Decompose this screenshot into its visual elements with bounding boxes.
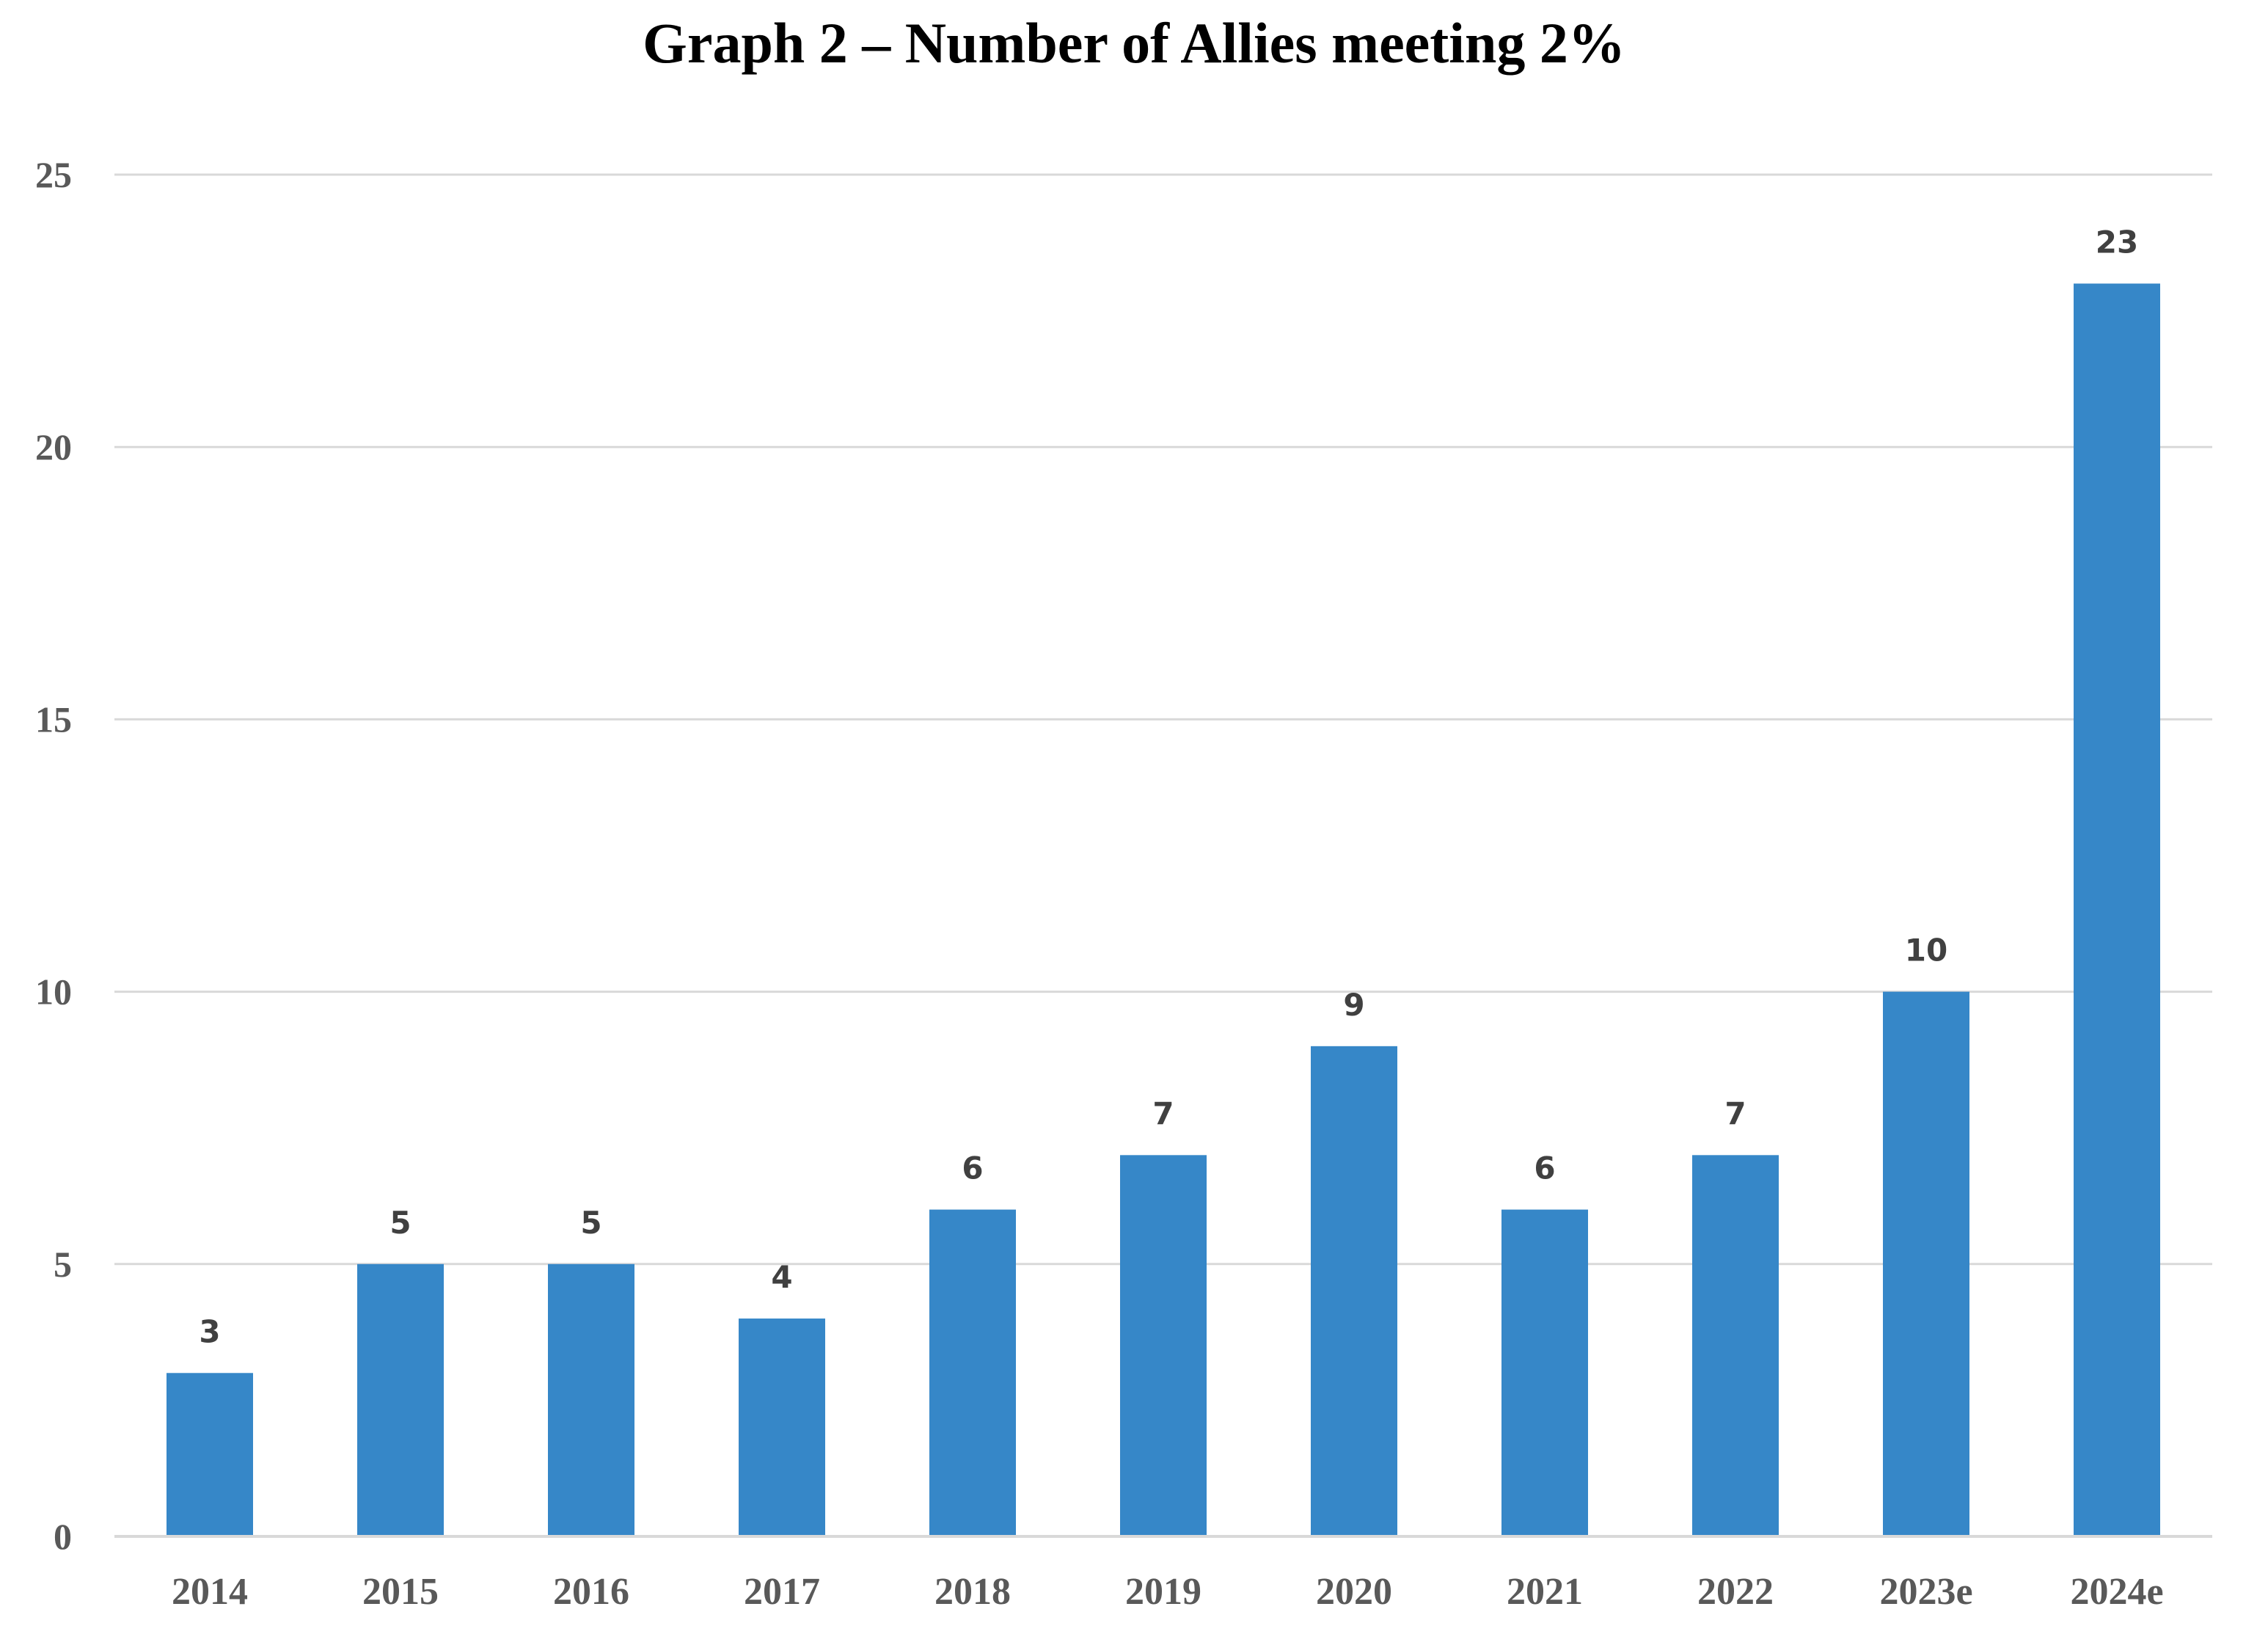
bar-2021 bbox=[1501, 1209, 1588, 1536]
x-tick-label-2016: 2016 bbox=[553, 1571, 629, 1613]
y-tick-label: 10 bbox=[35, 971, 72, 1013]
x-tick-label-2020: 2020 bbox=[1316, 1571, 1392, 1613]
data-label-2020: 9 bbox=[1343, 987, 1364, 1023]
data-label-2014: 3 bbox=[199, 1313, 220, 1349]
x-tick-label-2022: 2022 bbox=[1697, 1571, 1774, 1613]
x-tick-label-2018: 2018 bbox=[934, 1571, 1011, 1613]
data-label-2015: 5 bbox=[389, 1205, 411, 1241]
x-tick-label-2014: 2014 bbox=[172, 1571, 248, 1613]
x-tick-label-2023e: 2023e bbox=[1879, 1571, 1972, 1613]
y-tick-label: 25 bbox=[35, 154, 72, 195]
data-labels: 3 5 5 4 6 7 9 6 7 10 23 bbox=[199, 224, 2138, 1349]
x-tick-label-2015: 2015 bbox=[362, 1571, 439, 1613]
bar-2014 bbox=[167, 1373, 253, 1536]
chart-title: Graph 2 – Number of Allies meeting 2% bbox=[643, 11, 1625, 75]
x-tick-label-2021: 2021 bbox=[1507, 1571, 1583, 1613]
bar-2023e bbox=[1883, 991, 1969, 1536]
data-label-2018: 6 bbox=[962, 1150, 983, 1186]
bar-2017 bbox=[739, 1318, 825, 1536]
bar-2018 bbox=[929, 1209, 1016, 1536]
data-label-2024e: 23 bbox=[2096, 224, 2138, 260]
x-axis-tick-labels: 2014 2015 2016 2017 2018 2019 2020 2021 2022 2023… bbox=[172, 1571, 2164, 1613]
data-label-2021: 6 bbox=[1534, 1150, 1555, 1186]
data-label-2022: 7 bbox=[1724, 1095, 1746, 1131]
bar-2024e bbox=[2074, 283, 2160, 1537]
y-tick-label: 15 bbox=[35, 699, 72, 740]
data-label-2019: 7 bbox=[1152, 1095, 1174, 1131]
y-tick-label: 5 bbox=[54, 1244, 72, 1285]
data-label-2016: 5 bbox=[580, 1205, 601, 1241]
bar-2022 bbox=[1692, 1155, 1779, 1536]
y-axis-tick-labels: 0 5 10 15 20 25 bbox=[35, 154, 72, 1557]
data-label-2023e: 10 bbox=[1905, 933, 1947, 969]
bar-2019 bbox=[1120, 1155, 1207, 1536]
bars bbox=[167, 283, 2160, 1537]
x-tick-label-2017: 2017 bbox=[744, 1571, 820, 1613]
bar-2016 bbox=[548, 1263, 634, 1536]
x-tick-label-2024e: 2024e bbox=[2070, 1571, 2163, 1613]
y-tick-label: 20 bbox=[35, 426, 72, 467]
bar-2015 bbox=[357, 1263, 444, 1536]
gridlines bbox=[114, 173, 2212, 1266]
y-tick-label: 0 bbox=[54, 1516, 72, 1557]
x-tick-label-2019: 2019 bbox=[1125, 1571, 1201, 1613]
data-label-2017: 4 bbox=[771, 1259, 792, 1295]
bar-2020 bbox=[1311, 1046, 1397, 1536]
